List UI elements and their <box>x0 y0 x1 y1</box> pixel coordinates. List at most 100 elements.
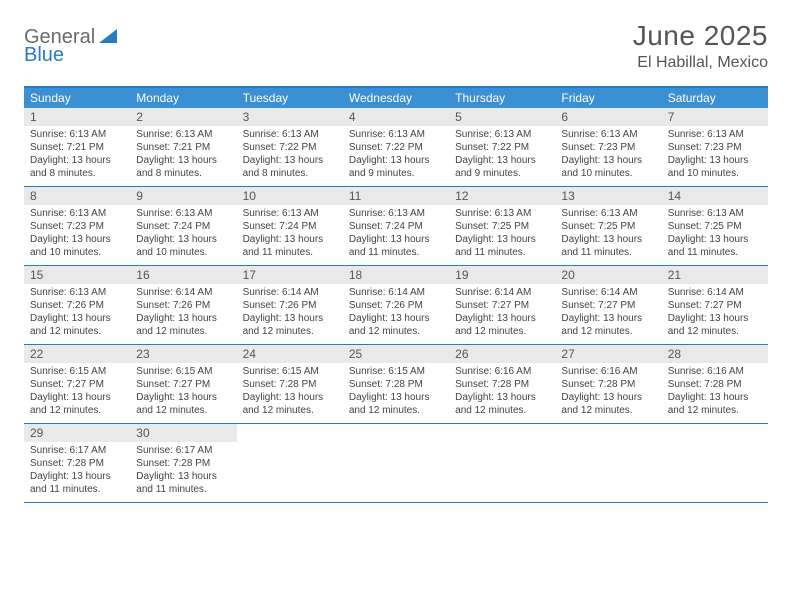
sunset-text: Sunset: 7:24 PM <box>349 220 443 233</box>
day-cell: 29Sunrise: 6:17 AMSunset: 7:28 PMDayligh… <box>24 424 130 502</box>
sunset-text: Sunset: 7:28 PM <box>243 378 337 391</box>
week-row: 15Sunrise: 6:13 AMSunset: 7:26 PMDayligh… <box>24 266 768 345</box>
day-cell: 11Sunrise: 6:13 AMSunset: 7:24 PMDayligh… <box>343 187 449 265</box>
daylight-text: Daylight: 13 hours and 11 minutes. <box>349 233 443 259</box>
day-cell: 20Sunrise: 6:14 AMSunset: 7:27 PMDayligh… <box>555 266 661 344</box>
sunrise-text: Sunrise: 6:14 AM <box>243 286 337 299</box>
sunrise-text: Sunrise: 6:17 AM <box>30 444 124 457</box>
day-number: 2 <box>130 108 236 126</box>
daylight-text: Daylight: 13 hours and 8 minutes. <box>243 154 337 180</box>
day-cell: 27Sunrise: 6:16 AMSunset: 7:28 PMDayligh… <box>555 345 661 423</box>
sunset-text: Sunset: 7:27 PM <box>30 378 124 391</box>
day-body: Sunrise: 6:16 AMSunset: 7:28 PMDaylight:… <box>449 363 555 421</box>
daylight-text: Daylight: 13 hours and 9 minutes. <box>455 154 549 180</box>
sunset-text: Sunset: 7:27 PM <box>136 378 230 391</box>
day-body: Sunrise: 6:13 AMSunset: 7:24 PMDaylight:… <box>343 205 449 263</box>
calendar: Sunday Monday Tuesday Wednesday Thursday… <box>24 86 768 503</box>
daylight-text: Daylight: 13 hours and 11 minutes. <box>455 233 549 259</box>
day-body: Sunrise: 6:14 AMSunset: 7:26 PMDaylight:… <box>237 284 343 342</box>
month-title: June 2025 <box>633 20 768 52</box>
day-body: Sunrise: 6:14 AMSunset: 7:27 PMDaylight:… <box>662 284 768 342</box>
day-number: 21 <box>662 266 768 284</box>
week-row: 29Sunrise: 6:17 AMSunset: 7:28 PMDayligh… <box>24 424 768 503</box>
sunrise-text: Sunrise: 6:15 AM <box>30 365 124 378</box>
sunset-text: Sunset: 7:27 PM <box>455 299 549 312</box>
day-number: 11 <box>343 187 449 205</box>
day-number: 23 <box>130 345 236 363</box>
day-number: 28 <box>662 345 768 363</box>
day-number: 5 <box>449 108 555 126</box>
sunrise-text: Sunrise: 6:13 AM <box>243 207 337 220</box>
sunrise-text: Sunrise: 6:14 AM <box>668 286 762 299</box>
sunrise-text: Sunrise: 6:13 AM <box>136 128 230 141</box>
sunrise-text: Sunrise: 6:13 AM <box>561 207 655 220</box>
day-cell: 3Sunrise: 6:13 AMSunset: 7:22 PMDaylight… <box>237 108 343 186</box>
daylight-text: Daylight: 13 hours and 12 minutes. <box>136 312 230 338</box>
daylight-text: Daylight: 13 hours and 10 minutes. <box>668 154 762 180</box>
day-number: 3 <box>237 108 343 126</box>
day-number: 6 <box>555 108 661 126</box>
week-row: 1Sunrise: 6:13 AMSunset: 7:21 PMDaylight… <box>24 108 768 187</box>
day-number: 29 <box>24 424 130 442</box>
daylight-text: Daylight: 13 hours and 8 minutes. <box>30 154 124 180</box>
sunrise-text: Sunrise: 6:17 AM <box>136 444 230 457</box>
sunset-text: Sunset: 7:23 PM <box>668 141 762 154</box>
day-body: Sunrise: 6:15 AMSunset: 7:28 PMDaylight:… <box>343 363 449 421</box>
dow-sunday: Sunday <box>24 88 130 108</box>
sunset-text: Sunset: 7:25 PM <box>561 220 655 233</box>
day-cell <box>343 424 449 502</box>
dow-tuesday: Tuesday <box>237 88 343 108</box>
day-cell: 9Sunrise: 6:13 AMSunset: 7:24 PMDaylight… <box>130 187 236 265</box>
day-number: 14 <box>662 187 768 205</box>
day-body: Sunrise: 6:13 AMSunset: 7:26 PMDaylight:… <box>24 284 130 342</box>
day-cell: 5Sunrise: 6:13 AMSunset: 7:22 PMDaylight… <box>449 108 555 186</box>
sunset-text: Sunset: 7:22 PM <box>349 141 443 154</box>
sunrise-text: Sunrise: 6:13 AM <box>30 286 124 299</box>
sunrise-text: Sunrise: 6:16 AM <box>668 365 762 378</box>
day-cell: 16Sunrise: 6:14 AMSunset: 7:26 PMDayligh… <box>130 266 236 344</box>
sunrise-text: Sunrise: 6:15 AM <box>243 365 337 378</box>
daylight-text: Daylight: 13 hours and 12 minutes. <box>668 312 762 338</box>
day-body: Sunrise: 6:13 AMSunset: 7:21 PMDaylight:… <box>130 126 236 184</box>
sunset-text: Sunset: 7:23 PM <box>30 220 124 233</box>
dow-monday: Monday <box>130 88 236 108</box>
day-cell <box>449 424 555 502</box>
day-number: 17 <box>237 266 343 284</box>
day-cell: 26Sunrise: 6:16 AMSunset: 7:28 PMDayligh… <box>449 345 555 423</box>
day-number: 9 <box>130 187 236 205</box>
week-row: 8Sunrise: 6:13 AMSunset: 7:23 PMDaylight… <box>24 187 768 266</box>
dow-thursday: Thursday <box>449 88 555 108</box>
day-body: Sunrise: 6:14 AMSunset: 7:27 PMDaylight:… <box>555 284 661 342</box>
sunrise-text: Sunrise: 6:13 AM <box>561 128 655 141</box>
day-body: Sunrise: 6:17 AMSunset: 7:28 PMDaylight:… <box>24 442 130 500</box>
header: General June 2025 El Habillal, Mexico <box>0 0 792 80</box>
sunset-text: Sunset: 7:24 PM <box>136 220 230 233</box>
day-body: Sunrise: 6:14 AMSunset: 7:26 PMDaylight:… <box>130 284 236 342</box>
sunset-text: Sunset: 7:26 PM <box>30 299 124 312</box>
day-cell <box>237 424 343 502</box>
logo-text-2: Blue <box>24 44 64 67</box>
sunset-text: Sunset: 7:27 PM <box>561 299 655 312</box>
sunrise-text: Sunrise: 6:14 AM <box>455 286 549 299</box>
day-cell: 17Sunrise: 6:14 AMSunset: 7:26 PMDayligh… <box>237 266 343 344</box>
day-cell: 28Sunrise: 6:16 AMSunset: 7:28 PMDayligh… <box>662 345 768 423</box>
daylight-text: Daylight: 13 hours and 12 minutes. <box>243 391 337 417</box>
day-body: Sunrise: 6:13 AMSunset: 7:22 PMDaylight:… <box>343 126 449 184</box>
daylight-text: Daylight: 13 hours and 10 minutes. <box>136 233 230 259</box>
day-body: Sunrise: 6:13 AMSunset: 7:23 PMDaylight:… <box>24 205 130 263</box>
day-number: 13 <box>555 187 661 205</box>
day-cell: 23Sunrise: 6:15 AMSunset: 7:27 PMDayligh… <box>130 345 236 423</box>
sunrise-text: Sunrise: 6:15 AM <box>136 365 230 378</box>
day-cell: 10Sunrise: 6:13 AMSunset: 7:24 PMDayligh… <box>237 187 343 265</box>
daylight-text: Daylight: 13 hours and 12 minutes. <box>349 312 443 338</box>
day-of-week-header: Sunday Monday Tuesday Wednesday Thursday… <box>24 88 768 108</box>
title-block: June 2025 El Habillal, Mexico <box>633 20 768 72</box>
day-number: 26 <box>449 345 555 363</box>
day-cell: 30Sunrise: 6:17 AMSunset: 7:28 PMDayligh… <box>130 424 236 502</box>
sunset-text: Sunset: 7:23 PM <box>561 141 655 154</box>
daylight-text: Daylight: 13 hours and 12 minutes. <box>561 312 655 338</box>
day-body: Sunrise: 6:16 AMSunset: 7:28 PMDaylight:… <box>555 363 661 421</box>
daylight-text: Daylight: 13 hours and 12 minutes. <box>243 312 337 338</box>
day-cell: 24Sunrise: 6:15 AMSunset: 7:28 PMDayligh… <box>237 345 343 423</box>
sunset-text: Sunset: 7:22 PM <box>243 141 337 154</box>
